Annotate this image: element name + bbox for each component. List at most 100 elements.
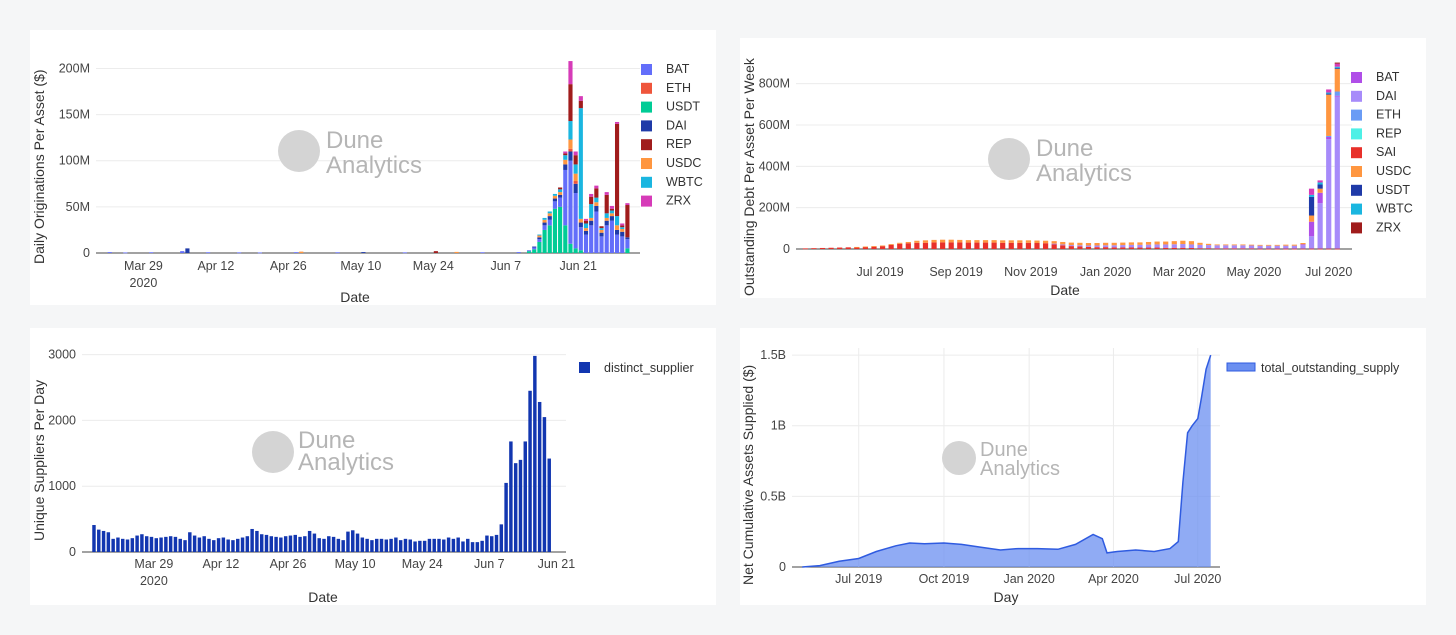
bar bbox=[360, 537, 365, 552]
watermark-line1: Dune bbox=[326, 127, 383, 154]
chart-unique-suppliers: Dune Analytics 0 1000 2000 3000 Mar 29 Apr 12… bbox=[30, 328, 716, 605]
bar-segment-zrx bbox=[568, 61, 573, 85]
x-tick-label: Apr 26 bbox=[270, 557, 307, 571]
bar bbox=[197, 537, 202, 552]
bar-segment-dai bbox=[614, 229, 620, 235]
bar-segment-dai bbox=[1248, 245, 1255, 249]
bar-segment-rep bbox=[558, 187, 563, 190]
bar-segment-usdc bbox=[558, 192, 563, 195]
bar-segment-wbtc bbox=[573, 164, 578, 174]
bar bbox=[446, 537, 451, 552]
bar-segment-usdc bbox=[573, 173, 578, 182]
y-axis-label: Unique Suppliers Per Day bbox=[31, 380, 47, 541]
bar bbox=[470, 542, 475, 552]
bar-segment-sai bbox=[1188, 247, 1195, 249]
bar bbox=[413, 541, 417, 552]
bar-segment-usdc bbox=[578, 218, 583, 223]
bar bbox=[236, 538, 240, 552]
legend-swatch bbox=[641, 176, 652, 188]
bar-segment-usdc bbox=[1223, 244, 1229, 246]
bar-segment-sai bbox=[1120, 247, 1126, 249]
legend-swatch bbox=[641, 195, 652, 207]
watermark-line2: Analytics bbox=[980, 458, 1060, 480]
x-tick-label: Mar 2020 bbox=[1153, 265, 1206, 279]
bar-segment-rep bbox=[604, 194, 609, 214]
legend-swatch bbox=[1351, 203, 1362, 215]
bar-segment-zrx bbox=[1334, 62, 1340, 64]
bar bbox=[288, 535, 293, 552]
bar-segment-usdc bbox=[1180, 240, 1186, 245]
bar-segment-sai bbox=[1197, 248, 1203, 249]
bar-segment-usdc bbox=[1214, 244, 1220, 246]
bar-segment-usdc bbox=[974, 240, 980, 243]
legend[interactable]: BAT DAI ETH REP SAI USDC USDT WBTC ZRX bbox=[1351, 70, 1413, 234]
bar-segment-dai bbox=[185, 248, 190, 253]
chart-unique-suppliers-svg: Dune Analytics 0 1000 2000 3000 Mar 29 Apr 12… bbox=[31, 348, 694, 605]
bar-segment-bat bbox=[599, 236, 604, 253]
chart-net-cumulative: Dune Analytics 0 0.5B 1B 1.5B Jul 2019 Oct 20… bbox=[740, 328, 1426, 605]
x-tick-label: Jun 21 bbox=[538, 557, 576, 571]
bar-segment-bat bbox=[568, 160, 573, 244]
bar-segment-dai bbox=[1103, 245, 1109, 248]
x-tick-label: Jul 2019 bbox=[835, 572, 882, 586]
bar-segment-rep bbox=[433, 251, 438, 253]
bar-segment-usdt bbox=[1308, 196, 1315, 216]
bar-segment-sai bbox=[957, 242, 963, 249]
bar bbox=[121, 538, 125, 552]
bar-segment-dai bbox=[1266, 245, 1272, 249]
x-tick-label: Apr 12 bbox=[203, 557, 240, 571]
watermark-logo-icon bbox=[942, 441, 976, 475]
bar-segment-zrx bbox=[563, 151, 568, 154]
bar-segment-dai bbox=[1094, 245, 1100, 248]
bar bbox=[494, 534, 499, 552]
bar-segment-dai bbox=[1188, 244, 1195, 248]
bar bbox=[327, 536, 331, 552]
bar-segment-sai bbox=[1240, 248, 1246, 250]
bar-segment-usdc bbox=[1034, 240, 1040, 244]
legend[interactable]: BAT ETH USDT DAI REP USDC WBTC ZRX bbox=[641, 62, 703, 208]
bar-segment-dai bbox=[552, 198, 558, 202]
bar-segment-usdc bbox=[1060, 241, 1066, 245]
bar-segment-dai bbox=[1205, 245, 1212, 249]
legend[interactable]: distinct_supplier bbox=[579, 361, 694, 375]
bar bbox=[336, 538, 341, 552]
y-tick-label: 0 bbox=[779, 560, 786, 574]
bar-segment-sai bbox=[1111, 247, 1117, 249]
bar bbox=[432, 538, 436, 552]
bar-segment-bat bbox=[237, 252, 242, 254]
bar bbox=[403, 538, 408, 552]
bar bbox=[461, 541, 465, 552]
bar-segment-sai bbox=[1283, 248, 1289, 250]
bar-segment-usdc bbox=[1266, 244, 1272, 246]
bar bbox=[207, 538, 211, 552]
bar bbox=[111, 538, 115, 552]
bar-segment-usdc bbox=[1051, 241, 1057, 244]
legend[interactable]: total_outstanding_supply bbox=[1226, 361, 1400, 375]
bar bbox=[188, 532, 192, 552]
legend-swatch bbox=[1351, 166, 1362, 177]
bar bbox=[106, 532, 111, 552]
bar-segment-bat bbox=[594, 211, 599, 253]
bar-segment-usdc bbox=[1111, 242, 1117, 246]
bar bbox=[168, 536, 173, 552]
bar bbox=[312, 533, 317, 552]
bar bbox=[298, 536, 302, 552]
bar bbox=[365, 538, 369, 552]
bar-segment-sai bbox=[1223, 248, 1229, 250]
bar-segment-dai bbox=[547, 216, 552, 220]
bar-segment-eth bbox=[568, 148, 573, 152]
legend-item: SAI bbox=[1376, 145, 1396, 159]
bar bbox=[183, 540, 187, 552]
bar-segment-sai bbox=[940, 242, 946, 249]
bar-segment-bat bbox=[180, 251, 185, 253]
bar-segment-sai bbox=[1017, 242, 1023, 249]
bar bbox=[518, 459, 523, 552]
bar-segment-sai bbox=[1180, 247, 1186, 249]
legend-swatch bbox=[641, 101, 652, 113]
bar-segment-sai bbox=[905, 243, 911, 249]
bar-segment-dai bbox=[1060, 244, 1066, 246]
bar bbox=[159, 537, 163, 552]
bar-segment-sai bbox=[811, 248, 817, 249]
bar-segment-dai bbox=[589, 220, 594, 226]
bar-segment-dai bbox=[542, 222, 547, 226]
